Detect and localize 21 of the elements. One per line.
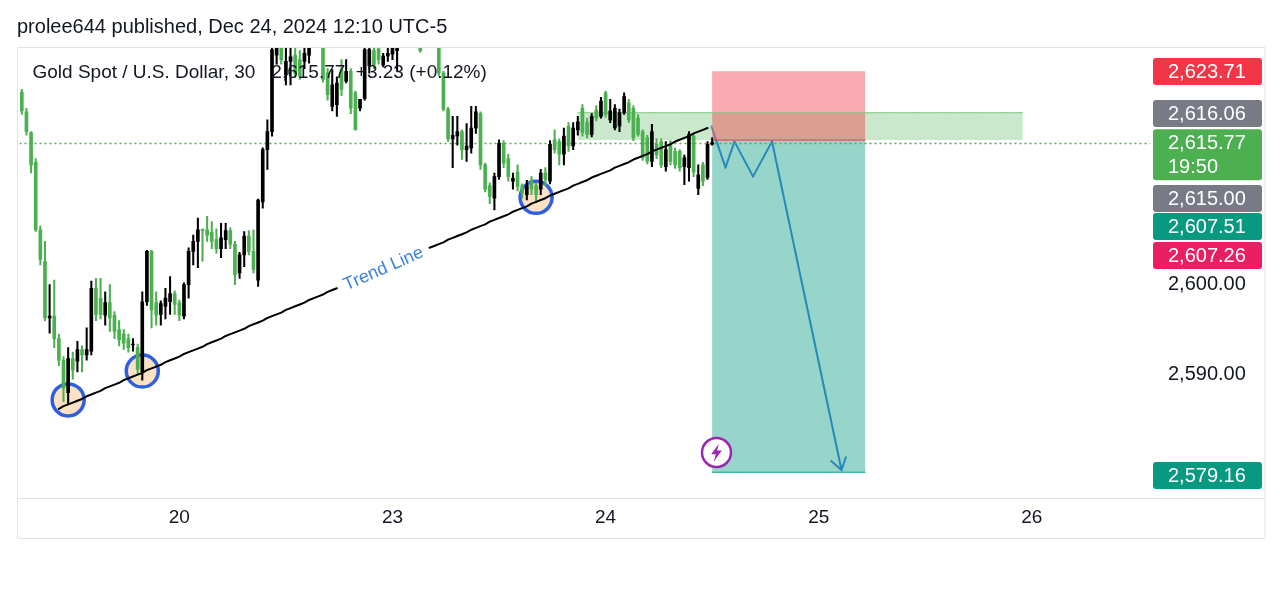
x-tick-label: 23 <box>381 505 404 527</box>
x-tick-label: 25 <box>808 505 830 527</box>
candlestick <box>687 131 691 182</box>
candlestick <box>200 228 205 262</box>
ref-line-label: 2,615.77 <box>1168 131 1246 154</box>
text: Gold Spot / U.S. Dollar, 30 <box>32 61 256 83</box>
text: prolee644 published, Dec 24, 2024 12:10 UTC-5 <box>17 14 448 37</box>
text: 2,616.06 <box>1168 102 1246 125</box>
text: 19:50 <box>1168 155 1219 178</box>
text: 2,607.26 <box>1168 244 1246 267</box>
y-tick-label: 2,590.00 <box>1168 362 1246 385</box>
x-tick-label: 20 <box>168 505 190 527</box>
x-tick-label: 26 <box>1021 505 1043 527</box>
text: 2,579.16 <box>1168 464 1246 487</box>
text: 2,615.00 <box>1168 187 1246 210</box>
y-tick-label: 2,600.00 <box>1168 272 1246 295</box>
x-tick-label: 24 <box>595 505 617 527</box>
candlestick <box>450 115 455 168</box>
text: 2,607.51 <box>1168 215 1246 238</box>
annotation: Trend Line <box>340 241 427 295</box>
text: 2,623.71 <box>1168 60 1246 83</box>
